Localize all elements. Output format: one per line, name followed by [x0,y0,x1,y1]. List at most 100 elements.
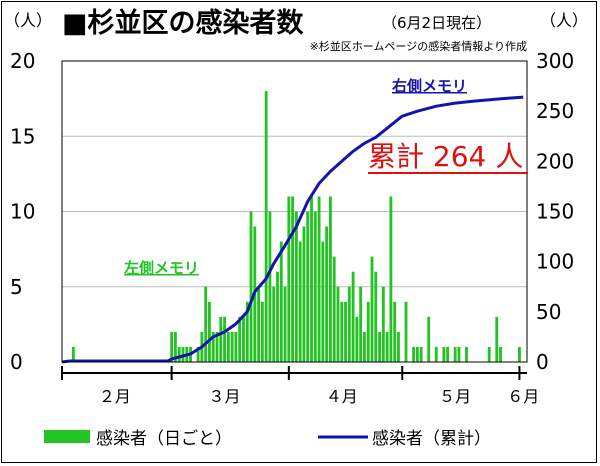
daily-bar [177,346,181,362]
daily-bar [374,271,378,362]
daily-bar [332,256,336,362]
daily-bar [260,301,264,362]
bar-layer [71,91,521,362]
daily-bar [219,316,223,362]
right-axis: 0 50 100 150 200 250 300 [536,49,574,374]
x-tick-label: ６月 [507,387,539,406]
daily-bar [238,316,242,362]
daily-bar [226,331,230,362]
daily-bar [453,346,457,362]
cumulative-total-label: 累計 264 人 [368,140,523,173]
daily-bar [257,286,261,362]
daily-bar [291,196,295,362]
left-tick-label: 15 [10,124,35,148]
daily-bar [351,271,355,362]
daily-bar [397,331,400,362]
daily-bar [393,301,397,362]
right-tick-label: 50 [536,300,561,324]
plot-area-border [61,60,528,363]
right-tick-label: 100 [536,250,574,274]
daily-bar [317,196,321,362]
daily-bar [344,301,347,362]
daily-bar [359,286,363,362]
daily-bar [419,346,423,362]
daily-bar [249,211,253,362]
legend-bar-label: 感染者（日ごと） [96,429,232,449]
daily-bar [276,271,279,362]
daily-bar [340,301,344,362]
daily-bar [336,286,340,362]
daily-bar [434,346,438,362]
daily-bar [208,301,211,362]
daily-bar [306,211,310,362]
right-tick-label: 200 [536,149,574,173]
daily-bar [310,196,313,362]
daily-bar [211,331,215,362]
daily-bar [294,211,298,362]
daily-bar [381,286,385,362]
x-tick-label: ３月 [209,387,241,406]
daily-bar [412,346,416,362]
daily-bar [457,346,461,362]
daily-bar [427,316,431,362]
daily-bar [242,316,245,362]
right-tick-label: 0 [536,350,549,374]
daily-bar [385,331,389,362]
source-note: ※杉並区ホームページの感染者情報より作成 [310,39,527,53]
date-note: （6月2日現在） [382,14,491,32]
daily-bar [272,286,276,362]
daily-bar [415,346,419,362]
daily-bar [442,346,446,362]
daily-bar [230,331,234,362]
daily-bar [465,346,468,362]
daily-bar [234,331,238,362]
daily-bar [518,346,521,362]
daily-bar [495,316,499,362]
left-axis-unit: （人） [4,11,52,30]
daily-bar [389,196,393,362]
daily-bar [298,241,302,362]
right-tick-label: 300 [536,49,574,73]
grid-layer [62,135,527,288]
right-axis-memo: 右側メモリ [392,77,467,95]
left-tick-label: 20 [10,49,35,73]
daily-bar [446,346,450,362]
daily-bar [370,256,374,362]
daily-bar [328,196,332,362]
daily-bar [170,331,174,362]
x-tick-label: ２月 [99,387,131,406]
daily-bar [404,301,408,362]
daily-bar [223,316,226,362]
legend-line-label: 感染者（累計） [372,429,491,449]
daily-bar [196,346,200,362]
daily-bar [268,211,272,362]
daily-bar [264,91,268,362]
left-tick-label: 0 [10,350,23,374]
x-tick-label: ４月 [326,387,358,406]
daily-bar [283,286,287,362]
legend-bar-swatch [44,430,90,443]
daily-bar [321,241,325,362]
daily-bar [313,211,317,362]
daily-bar [204,286,208,362]
daily-bar [173,331,177,362]
right-tick-label: 150 [536,200,574,224]
daily-bar [487,346,491,362]
daily-bar [245,301,249,362]
right-axis-unit: （人） [540,11,588,30]
daily-bar [366,301,370,362]
x-tick-label: ５月 [439,387,471,406]
left-tick-label: 10 [10,200,35,224]
x-axis: ２月 ３月 ４月 ５月 ６月 [61,366,539,406]
daily-bar [287,196,291,362]
daily-bar [347,286,351,362]
daily-bar [378,331,381,362]
left-axis-memo: 左側メモリ [123,259,199,277]
left-tick-label: 5 [10,275,23,299]
right-tick-label: 250 [536,99,574,123]
daily-bar [325,226,329,362]
daily-bar [71,346,75,362]
